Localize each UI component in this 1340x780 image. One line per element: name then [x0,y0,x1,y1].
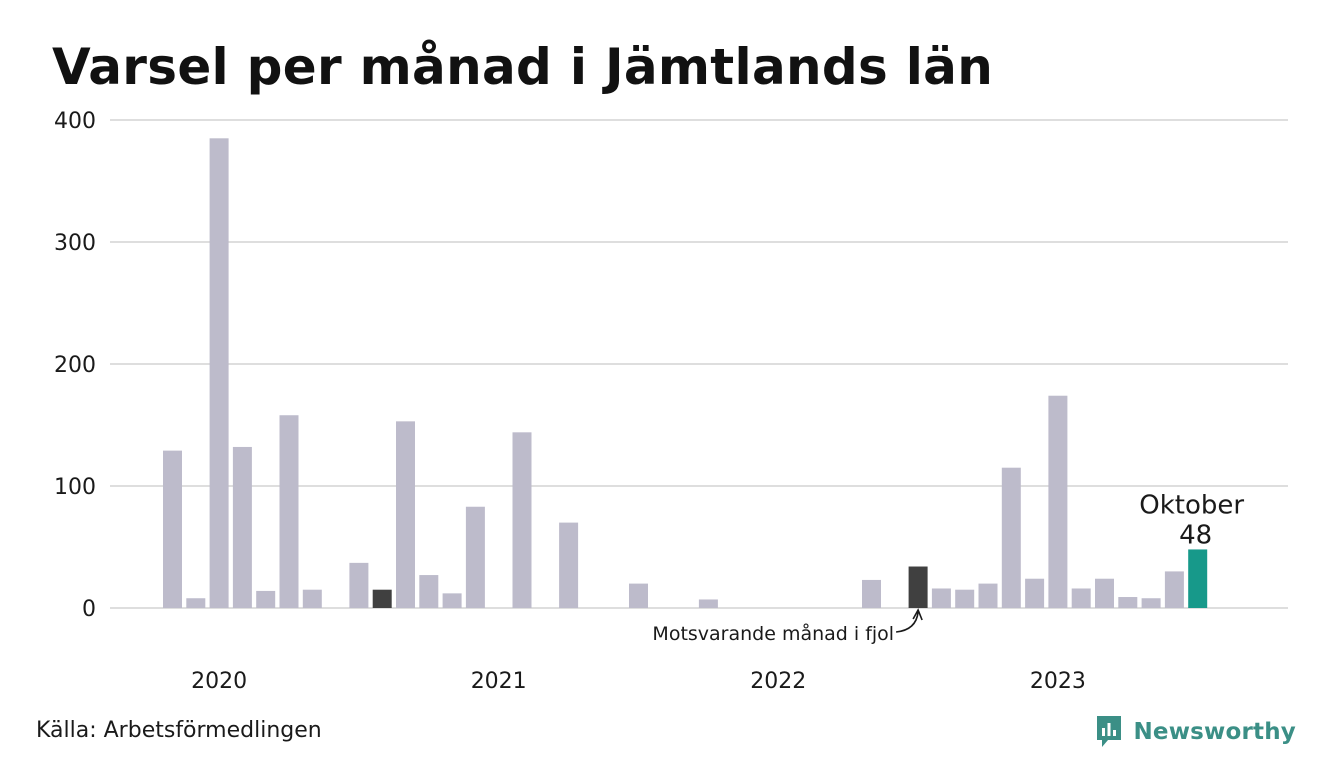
bar [931,588,951,608]
x-tick-label: 2022 [750,669,806,694]
bar [955,589,975,608]
x-tick-label: 2020 [191,669,247,694]
bar [279,415,299,608]
bar [512,432,532,608]
annotation-arrowhead [912,608,923,621]
current-month-label: Oktober [1139,490,1244,520]
x-axis-ticks: 2020 2021 2022 2023 [191,669,1086,694]
y-tick-label: 300 [54,231,96,256]
bar [698,599,718,608]
bar [186,598,206,608]
chart-title: Varsel per månad i Jämtlands län [52,38,994,96]
bar-chart: 0 100 200 300 400 2020 2021 2022 2023 Motsvaran… [54,109,1288,694]
bar [232,446,252,608]
bar [1141,598,1161,608]
bar [349,562,369,608]
bar [465,506,485,608]
bar [1118,597,1138,608]
bar [256,590,276,608]
bar [442,593,462,608]
annotation-arrow [896,611,919,633]
bar [396,421,415,608]
brand-name: Newsworthy [1133,719,1296,745]
bar [209,138,229,609]
y-tick-label: 0 [82,597,96,622]
bar-same-month-last-year [908,566,928,608]
source-note: Källa: Arbetsförmedlingen [36,718,322,743]
y-tick-label: 400 [54,109,96,134]
bar [419,575,439,608]
bar [1025,578,1045,608]
bar [862,579,881,608]
bar-current-month [1188,549,1208,608]
x-tick-label: 2023 [1030,669,1086,694]
bar [1071,588,1091,608]
bar [1001,467,1021,608]
bar [1048,395,1068,608]
bar [1164,571,1184,608]
current-value-label: 48 [1179,520,1212,550]
last-year-annotation: Motsvarande månad i fjol [652,622,894,645]
bar [629,583,648,608]
bar [163,450,182,608]
y-tick-label: 100 [54,475,96,500]
newsworthy-brand[interactable]: Newsworthy [1095,714,1296,750]
bar [302,589,322,608]
bar [978,583,998,608]
x-tick-label: 2021 [471,669,527,694]
bars [163,138,1208,609]
y-tick-label: 200 [54,353,96,378]
y-axis-ticks: 0 100 200 300 400 [54,109,96,622]
bar [1095,578,1114,608]
bar-same-month-last-year [372,589,392,608]
newsworthy-logo-icon [1097,716,1122,747]
bar [559,522,579,608]
